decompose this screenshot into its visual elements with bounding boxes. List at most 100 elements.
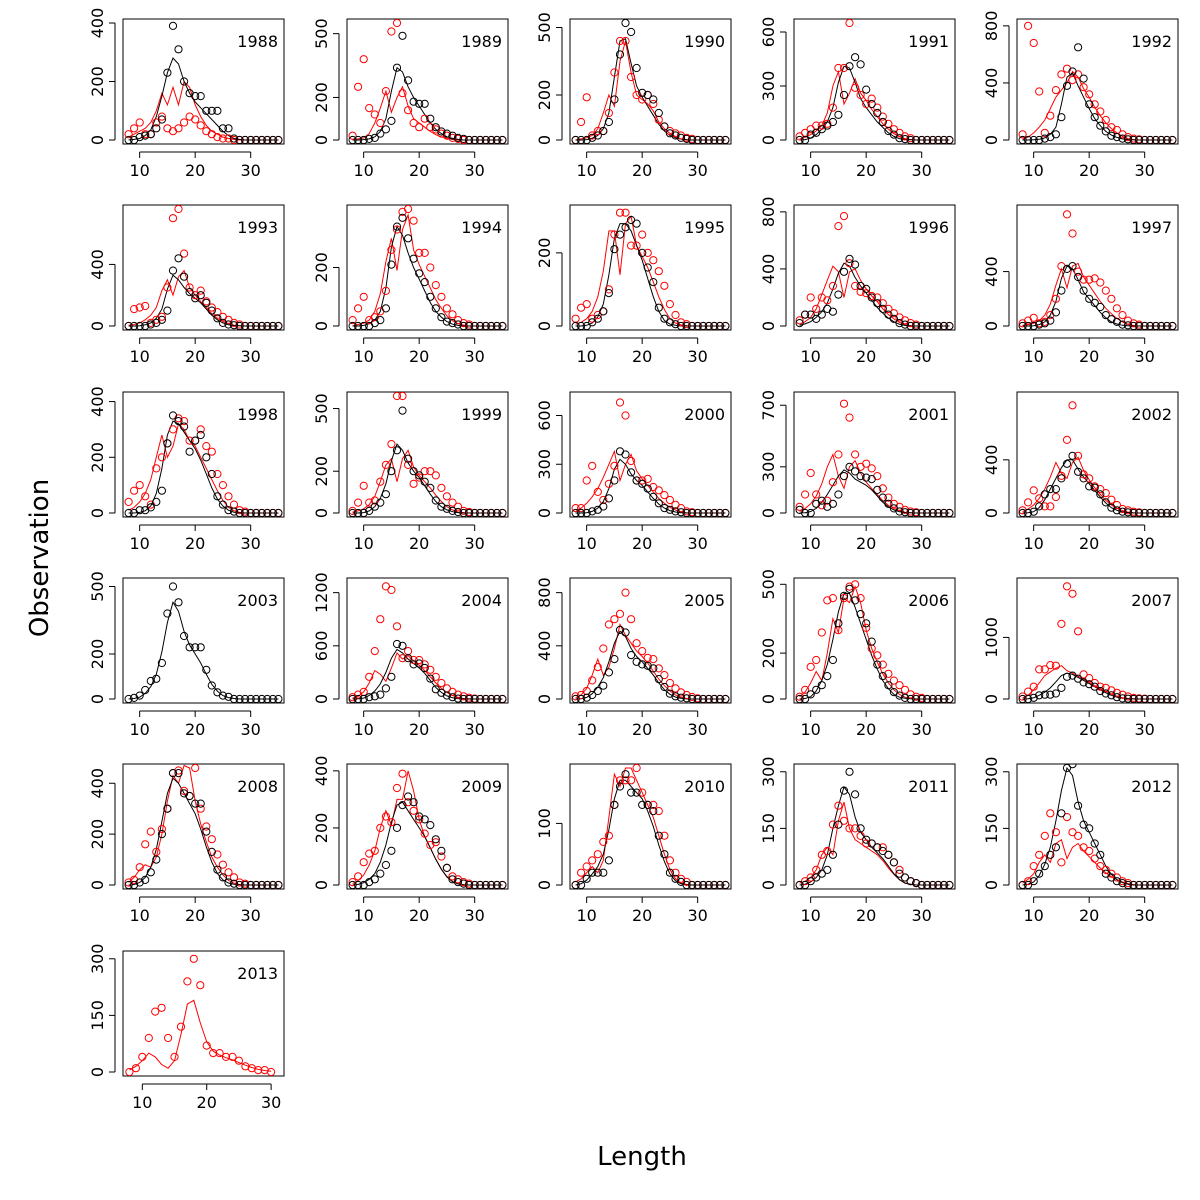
black-observation-point — [185, 643, 194, 652]
black-observation-point — [710, 694, 719, 703]
black-observation-point — [923, 694, 932, 703]
x-tick-label: 10 — [353, 906, 373, 925]
black-observation-point — [163, 306, 172, 315]
panel-year-label: 2008 — [237, 777, 278, 796]
y-tick-label: 400 — [759, 254, 778, 285]
red-observation-point — [202, 822, 211, 831]
panel-frame — [122, 577, 285, 704]
red-observation-point — [398, 654, 407, 663]
y-tick-label: 0 — [982, 880, 1001, 890]
black-observation-point — [945, 880, 954, 889]
red-observation-point — [1062, 813, 1072, 822]
panel-year-label: 1998 — [237, 405, 278, 424]
panel-1993: 1993 10 20 30 0 400 — [88, 204, 285, 366]
y-tick-label: 0 — [312, 135, 331, 145]
black-observation-point — [174, 254, 183, 263]
black-observation-point — [207, 847, 216, 857]
red-observation-point — [376, 118, 385, 128]
red-observation-point — [387, 27, 396, 36]
black-observation-point — [851, 596, 860, 605]
black-observation-point — [263, 321, 272, 330]
black-observation-point — [1140, 880, 1149, 889]
black-observation-point — [693, 508, 702, 517]
x-tick-label: 10 — [576, 534, 596, 553]
black-observation-point — [146, 130, 155, 139]
black-observation-point — [851, 53, 860, 62]
red-observation-point — [213, 133, 222, 142]
black-observation-point — [1046, 850, 1055, 859]
black-observation-point — [257, 508, 266, 517]
black-observation-point — [1074, 674, 1083, 683]
black-observation-point — [1146, 880, 1155, 889]
red-observation-point — [370, 496, 379, 505]
black-observation-point — [1051, 689, 1061, 698]
red-observation-point — [823, 596, 832, 605]
red-observation-point — [588, 314, 597, 323]
red-observation-point — [665, 300, 675, 309]
panel-year-label: 1989 — [461, 32, 502, 51]
x-tick-label: 30 — [688, 161, 708, 180]
y-tick-label: 0 — [312, 694, 331, 704]
black-observation-point — [610, 476, 619, 485]
black-observation-point — [274, 135, 283, 144]
red-observation-point — [152, 464, 161, 473]
black-observation-point — [202, 453, 211, 462]
x-tick-label: 30 — [241, 347, 261, 366]
black-observation-point — [180, 789, 189, 798]
y-tick-label: 0 — [312, 508, 331, 518]
red-observation-point — [234, 1056, 243, 1065]
x-tick-label: 10 — [129, 534, 149, 553]
black-observation-point — [795, 319, 804, 328]
red-observation-point — [437, 483, 446, 492]
y-tick-label: 500 — [312, 393, 331, 424]
black-observation-point — [577, 508, 586, 517]
red-observation-point — [392, 225, 402, 234]
y-tick-label: 500 — [312, 18, 331, 49]
black-observation-point — [1123, 694, 1133, 703]
black-observation-point — [1151, 880, 1160, 889]
black-observation-point — [928, 880, 937, 889]
red-observation-point — [1068, 589, 1077, 598]
x-tick-label: 20 — [185, 534, 205, 553]
black-observation-point — [699, 694, 708, 703]
y-tick-label: 0 — [982, 694, 1001, 704]
black-observation-point — [593, 868, 602, 877]
black-observation-point — [191, 436, 200, 445]
y-tick-label: 400 — [312, 756, 331, 787]
red-observation-point — [1096, 485, 1105, 494]
black-observation-point — [141, 321, 150, 330]
black-observation-point — [157, 830, 166, 839]
red-observation-point — [431, 281, 440, 290]
black-observation-point — [615, 625, 625, 635]
red-observation-point — [1057, 619, 1066, 629]
black-observation-point — [828, 850, 838, 859]
black-observation-point — [370, 133, 379, 142]
black-observation-point — [676, 693, 686, 702]
x-axis-label: Length — [597, 1142, 687, 1172]
black-observation-point — [1096, 490, 1105, 499]
x-tick-label: 20 — [1079, 720, 1099, 739]
red-observation-point — [621, 36, 630, 46]
panel-frame — [346, 763, 509, 890]
black-observation-point — [437, 502, 446, 511]
red-observation-point — [426, 665, 435, 674]
black-observation-point — [498, 880, 507, 889]
black-observation-point — [224, 692, 233, 701]
black-observation-point — [257, 880, 266, 889]
red-observation-point — [621, 208, 630, 217]
red-observation-point — [448, 498, 457, 507]
black-observation-point — [1079, 474, 1088, 483]
black-observation-point — [465, 508, 474, 517]
black-observation-point — [906, 135, 915, 144]
black-observation-point — [917, 508, 926, 517]
black-observation-point — [599, 307, 608, 316]
black-observation-point — [437, 846, 446, 855]
black-observation-point — [1074, 801, 1083, 810]
red-observation-point — [183, 977, 192, 986]
panel-plot-area — [1018, 764, 1177, 889]
black-observation-point — [621, 19, 630, 28]
black-observation-point — [693, 321, 702, 330]
